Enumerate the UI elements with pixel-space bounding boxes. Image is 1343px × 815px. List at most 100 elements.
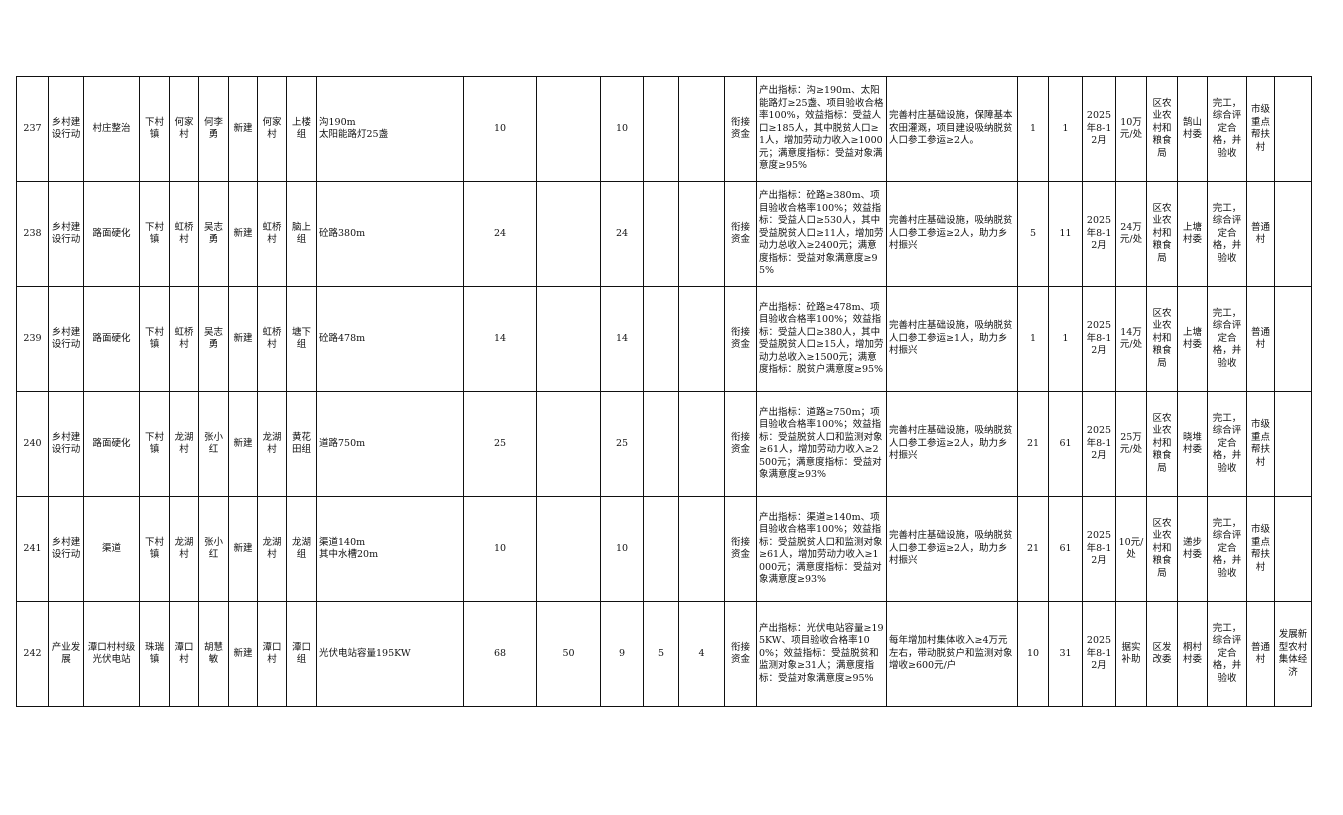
project-type-cell: 渠道 <box>83 496 140 602</box>
owner-cell: 吴志勇 <box>198 181 229 287</box>
table-row: 238 乡村建设行动 路面硬化 下村镇 虹桥村 吴志勇 新建 虹桥村 脑上组 砼路380m 24 24… <box>16 181 1312 287</box>
site-group-cell: 塘下组 <box>286 286 317 392</box>
remark-cell: 发展新型农村集体经济 <box>1274 601 1312 707</box>
content-cell: 砼路380m <box>316 181 464 287</box>
total-fund-cell: 25 <box>463 391 537 497</box>
table-row: 237 乡村建设行动 村庄整治 下村镇 何家村 何李勇 新建 何家村 上楼组 沟190m 太阳能路… <box>16 76 1312 182</box>
fund-3-cell <box>643 181 679 287</box>
nature-cell: 新建 <box>228 601 258 707</box>
remark-cell <box>1274 181 1312 287</box>
total-fund-cell: 10 <box>463 76 537 182</box>
village-cell: 潭口村 <box>169 601 199 707</box>
category-cell: 乡村建设行动 <box>48 496 84 602</box>
department-cell: 区发改委 <box>1146 601 1178 707</box>
subsidy-cell: 25万元/处 <box>1115 391 1147 497</box>
people-cell: 11 <box>1048 181 1083 287</box>
total-fund-cell: 14 <box>463 286 537 392</box>
fund-1-cell <box>536 286 601 392</box>
fund-2-cell: 10 <box>600 496 644 602</box>
fund-type-cell: 衔接资金 <box>724 181 757 287</box>
row-number: 242 <box>16 601 49 707</box>
site-group-cell: 龙湖组 <box>286 496 317 602</box>
indicators-cell: 产出指标：光伏电站容量≥195KW、项目验收合格率100%；效益指标：受益脱贫和… <box>756 601 887 707</box>
site-village-cell: 虹桥村 <box>257 181 287 287</box>
indicators-cell: 产出指标：渠道≥140m、项目验收合格率100%；效益指标：受益脱贫人口和监测对… <box>756 496 887 602</box>
acceptance-cell: 完工，综合评定合格，并验收 <box>1207 601 1247 707</box>
fund-type-cell: 衔接资金 <box>724 601 757 707</box>
fund-type-cell: 衔接资金 <box>724 76 757 182</box>
site-village-cell: 龙湖村 <box>257 496 287 602</box>
category-cell: 乡村建设行动 <box>48 76 84 182</box>
fund-2-cell: 9 <box>600 601 644 707</box>
fund-4-cell <box>678 181 725 287</box>
people-cell: 1 <box>1048 76 1083 182</box>
households-cell: 10 <box>1017 601 1049 707</box>
project-type-cell: 村庄整治 <box>83 76 140 182</box>
project-type-cell: 潭口村村级光伏电站 <box>83 601 140 707</box>
nature-cell: 新建 <box>228 391 258 497</box>
total-fund-cell: 24 <box>463 181 537 287</box>
remark-cell <box>1274 286 1312 392</box>
project-type-cell: 路面硬化 <box>83 286 140 392</box>
executor-cell: 桐村村委 <box>1177 601 1208 707</box>
subsidy-cell: 10万元/处 <box>1115 76 1147 182</box>
owner-cell: 胡慧敏 <box>198 601 229 707</box>
row-number: 239 <box>16 286 49 392</box>
site-village-cell: 何家村 <box>257 76 287 182</box>
site-group-cell: 上楼组 <box>286 76 317 182</box>
town-cell: 珠瑞镇 <box>139 601 170 707</box>
nature-cell: 新建 <box>228 76 258 182</box>
subsidy-cell: 据实补助 <box>1115 601 1147 707</box>
subsidy-cell: 10元/处 <box>1115 496 1147 602</box>
category-cell: 产业发展 <box>48 601 84 707</box>
owner-cell: 张小红 <box>198 391 229 497</box>
department-cell: 区农业农村和粮食局 <box>1146 76 1178 182</box>
content-cell: 沟190m 太阳能路灯25盏 <box>316 76 464 182</box>
nature-cell: 新建 <box>228 496 258 602</box>
fund-type-cell: 衔接资金 <box>724 286 757 392</box>
fund-2-cell: 25 <box>600 391 644 497</box>
row-number: 240 <box>16 391 49 497</box>
nature-cell: 新建 <box>228 181 258 287</box>
fund-3-cell <box>643 391 679 497</box>
fund-1-cell <box>536 496 601 602</box>
fund-3-cell <box>643 496 679 602</box>
total-fund-cell: 10 <box>463 496 537 602</box>
acceptance-cell: 完工，综合评定合格，并验收 <box>1207 181 1247 287</box>
benefit-cell: 完善村庄基础设施，吸纳脱贫人口参工参运≥2人，助力乡村振兴 <box>886 391 1018 497</box>
village-cell: 虹桥村 <box>169 286 199 392</box>
households-cell: 1 <box>1017 286 1049 392</box>
indicators-cell: 产出指标：道路≥750m；项目验收合格率100%；效益指标：受益脱贫人口和监测对… <box>756 391 887 497</box>
period-cell: 2025年8-12月 <box>1082 496 1116 602</box>
village-cell: 龙湖村 <box>169 496 199 602</box>
subsidy-cell: 24万元/处 <box>1115 181 1147 287</box>
department-cell: 区农业农村和粮食局 <box>1146 496 1178 602</box>
acceptance-cell: 完工，综合评定合格，并验收 <box>1207 496 1247 602</box>
total-fund-cell: 68 <box>463 601 537 707</box>
row-number: 238 <box>16 181 49 287</box>
fund-2-cell: 24 <box>600 181 644 287</box>
village-cell: 何家村 <box>169 76 199 182</box>
fund-1-cell <box>536 181 601 287</box>
site-village-cell: 潭口村 <box>257 601 287 707</box>
period-cell: 2025年8-12月 <box>1082 601 1116 707</box>
project-type-cell: 路面硬化 <box>83 181 140 287</box>
households-cell: 1 <box>1017 76 1049 182</box>
fund-4-cell: 4 <box>678 601 725 707</box>
people-cell: 31 <box>1048 601 1083 707</box>
households-cell: 21 <box>1017 391 1049 497</box>
fund-4-cell <box>678 76 725 182</box>
people-cell: 61 <box>1048 496 1083 602</box>
village-type-cell: 市级重点帮扶村 <box>1246 391 1275 497</box>
people-cell: 1 <box>1048 286 1083 392</box>
project-table: 237 乡村建设行动 村庄整治 下村镇 何家村 何李勇 新建 何家村 上楼组 沟190m 太阳能路… <box>16 76 1312 707</box>
benefit-cell: 每年增加村集体收入≥4万元左右，带动脱贫户和监测对象增收≥600元/户 <box>886 601 1018 707</box>
fund-4-cell <box>678 496 725 602</box>
benefit-cell: 完善村庄基础设施，吸纳脱贫人口参工参运≥1人，助力乡村振兴 <box>886 286 1018 392</box>
content-cell: 砼路478m <box>316 286 464 392</box>
category-cell: 乡村建设行动 <box>48 391 84 497</box>
period-cell: 2025年8-12月 <box>1082 76 1116 182</box>
subsidy-cell: 14万元/处 <box>1115 286 1147 392</box>
remark-cell <box>1274 496 1312 602</box>
fund-3-cell <box>643 76 679 182</box>
